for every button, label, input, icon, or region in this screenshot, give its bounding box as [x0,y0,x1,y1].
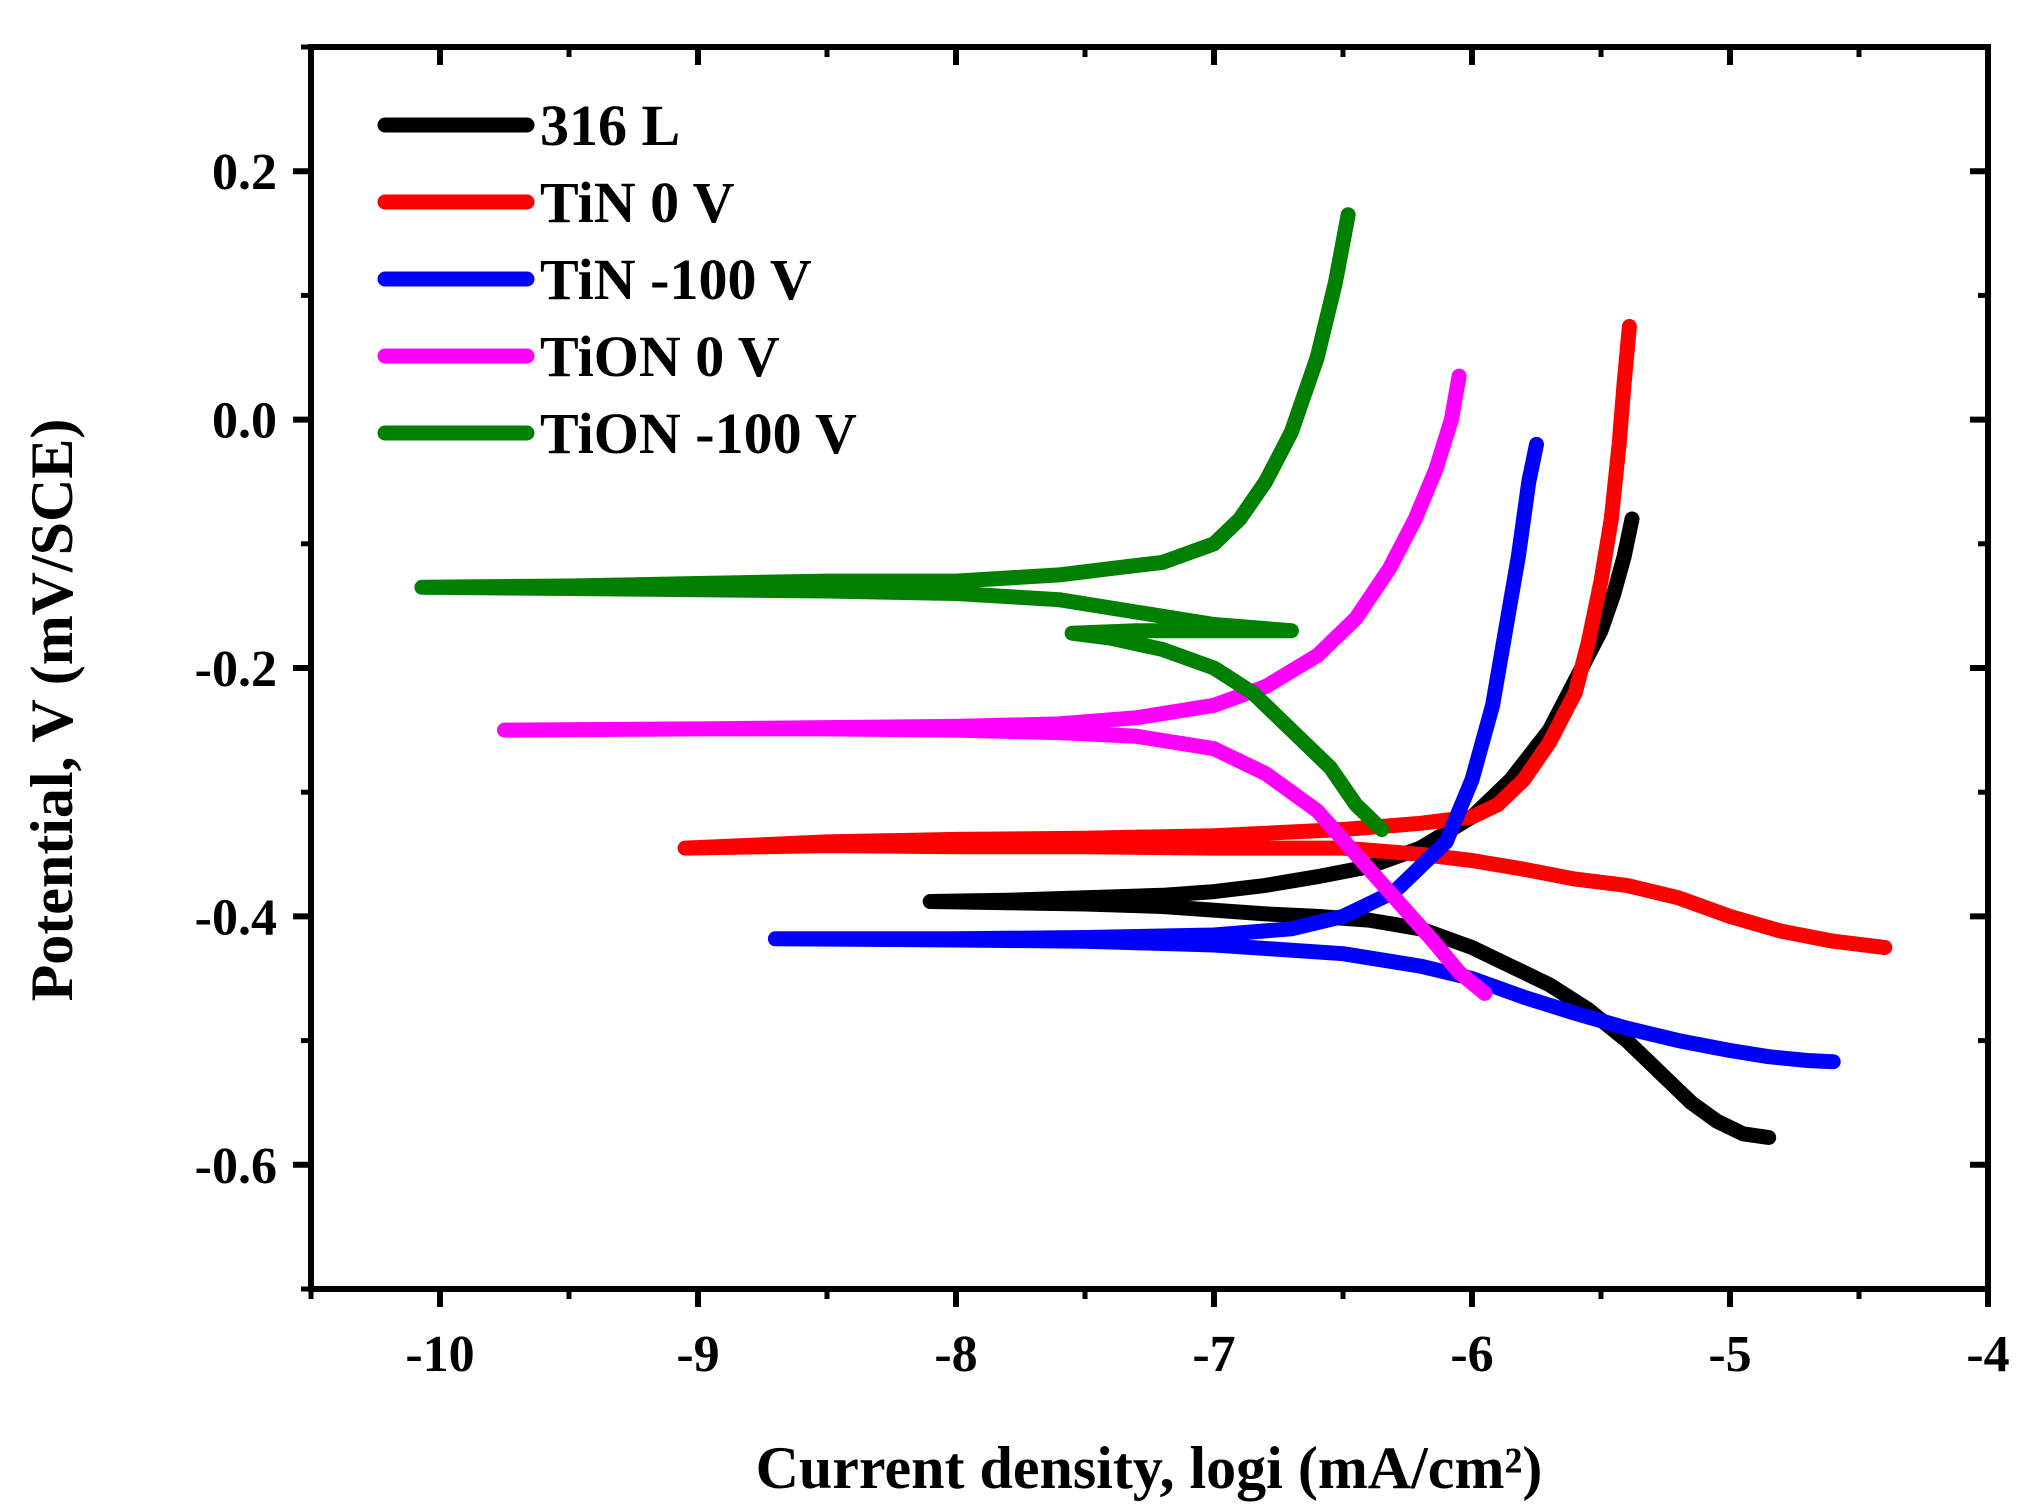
series-line-tion-100-v [414,207,1390,837]
y-tick-label: -0.4 [195,889,277,946]
legend-label: 316 L [540,93,680,158]
legend-label: TiN -100 V [540,247,812,312]
y-tick-label: -0.6 [195,1138,277,1195]
legend-label: TiON 0 V [540,324,780,389]
legend-label: TiN 0 V [540,170,735,235]
series-layer [414,207,1893,1145]
x-axis-title: Current density, logi (mA/cm²) [756,1435,1543,1501]
y-tick-label: 0.0 [212,393,277,450]
legend: 316 L TiN 0 V TiN -100 V TiON 0 V TiON -100 … [377,93,857,466]
series-line-tin-100-v [767,436,1841,1070]
y-tick-label: -0.2 [195,641,277,698]
x-tick-label: -8 [934,1326,977,1383]
x-tick-label: -7 [1192,1326,1235,1383]
x-tick-label: -9 [676,1326,719,1383]
y-axis-title: Potential, V (mV/SCE) [19,419,85,1002]
series-line-tion-0-v [497,368,1493,1001]
series-line-tin-0-v [677,319,1893,955]
x-tick-label: -10 [405,1326,474,1383]
x-tick-label: -5 [1708,1326,1751,1383]
y-tick-label: 0.2 [212,144,277,201]
x-tick-label: -4 [1966,1326,2009,1383]
axis-ticks: -10 -9 -8 -7 -6 -5 -4 -0.6 -0.4 -0.2 0.0 0.2 [195,44,2010,1383]
x-tick-label: -6 [1450,1326,1493,1383]
legend-label: TiON -100 V [540,401,857,466]
